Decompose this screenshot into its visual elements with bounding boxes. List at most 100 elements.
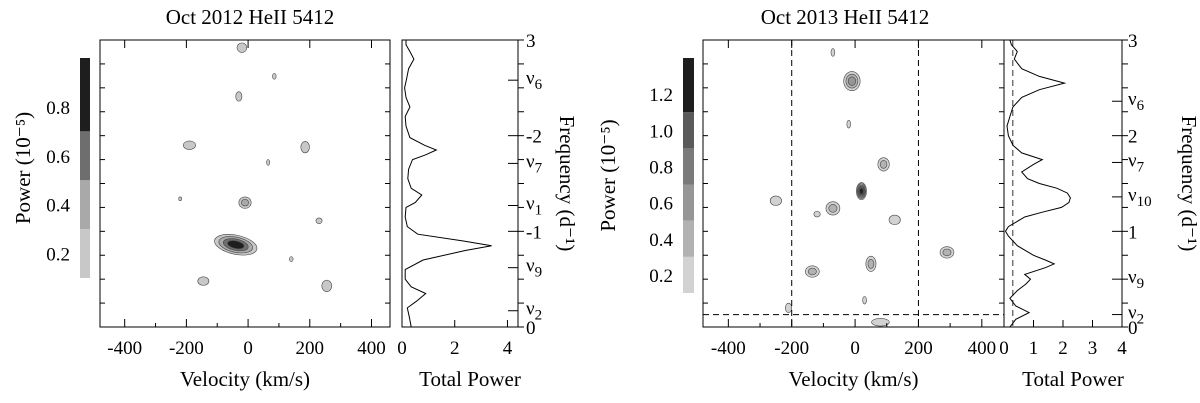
contour-peak — [859, 188, 864, 195]
contour-peak — [888, 214, 901, 225]
contour-peak — [300, 141, 310, 154]
contour-peak — [241, 198, 249, 207]
freq-tick-label: 1 — [1128, 222, 1138, 243]
contour-peak — [862, 296, 867, 305]
freq-tick-label: ν7 — [526, 151, 543, 176]
power-axis-label: Total Power — [1022, 367, 1124, 391]
colorbar-tick-label: 1.2 — [649, 85, 673, 106]
colorbar-level — [683, 148, 694, 185]
contour-peak — [272, 73, 277, 80]
power-tick-label: 0 — [397, 338, 407, 359]
freq-tick-label: ν7 — [1128, 150, 1145, 175]
colorbar-level — [683, 112, 694, 149]
freq-tick-label: 0 — [526, 318, 536, 339]
contour-peak — [813, 210, 821, 218]
contour-peak — [847, 76, 856, 86]
colorbar-level — [80, 229, 90, 278]
x-tick-label: 200 — [904, 338, 933, 359]
contour-peak — [315, 217, 323, 224]
colorbar-tick-label: 0.4 — [649, 230, 673, 251]
freq-tick-label: ν6 — [1128, 89, 1145, 114]
x-tick-label: -200 — [774, 338, 809, 359]
power-tick-label: 4 — [503, 338, 513, 359]
colorbar-tick-label: 0.8 — [649, 157, 673, 178]
frequency-axis-label: Frequency (d⁻¹) — [1177, 116, 1200, 252]
power-tick-label: 2 — [1058, 338, 1068, 359]
contour-peak — [867, 259, 875, 269]
x-tick-label: 200 — [296, 338, 325, 359]
freq-tick-label: ν10 — [1128, 185, 1152, 210]
freq-tick-label: 3 — [526, 31, 536, 52]
freq-tick-label: ν2 — [1128, 303, 1144, 328]
colorbar-level — [80, 131, 90, 181]
contour-peak — [807, 267, 817, 276]
contour-peak — [828, 204, 838, 213]
colorbar-tick-label: 0.2 — [46, 245, 70, 266]
contour-peak — [769, 195, 782, 206]
power-contours — [769, 29, 955, 327]
freq-tick-label: ν2 — [526, 299, 542, 324]
contour-peak — [942, 248, 952, 257]
colorbar-tick-label: 0.4 — [46, 196, 70, 217]
x-tick-label: -200 — [169, 338, 204, 359]
total-power-curve — [404, 40, 492, 328]
contour-peak — [871, 318, 890, 327]
freq-tick-label: 3 — [1128, 31, 1138, 52]
freq-tick-label: ν9 — [1128, 267, 1144, 292]
freq-tick-label: 0 — [1128, 318, 1138, 339]
contour-peak — [235, 91, 243, 102]
freq-tick-label: -1 — [526, 222, 542, 243]
x-tick-label: 0 — [850, 338, 860, 359]
power-frame — [401, 39, 519, 328]
colorbar-level — [80, 58, 90, 132]
colorbar-tick-label: 0.6 — [46, 147, 70, 168]
colorbar-level — [683, 58, 694, 113]
power-axis-label: Total Power — [419, 367, 521, 391]
colorbar-tick-label: 0.6 — [649, 194, 673, 215]
chart-title: Oct 2013 HeII 5412 — [761, 5, 930, 29]
colorbar-level — [683, 256, 694, 293]
x-tick-label: 400 — [357, 338, 386, 359]
power-tick-label: 2 — [450, 338, 460, 359]
chart-panel-1: Oct 2012 HeII 5412 0.2 0.4 0.6 0.8 Power (10⁻… — [11, 5, 579, 391]
power-contours — [178, 42, 332, 292]
contour-peak — [816, 29, 824, 39]
colorbar-tick-label: 0.8 — [46, 98, 70, 119]
chart-panel-2: Oct 2013 HeII 5412 0.2 0.4 0.6 0.8 1.0 1.2 Powe… — [596, 5, 1200, 391]
contour-peak — [178, 196, 183, 202]
colorbar-label: Power (10⁻⁵) — [596, 119, 620, 231]
power-tick-label: 0 — [999, 338, 1009, 359]
x-tick-label: 0 — [243, 338, 253, 359]
contour-peak — [236, 42, 248, 53]
power-tick-label: 4 — [1117, 338, 1127, 359]
total-power-curve — [1004, 39, 1071, 328]
x-tick-label: 400 — [968, 338, 997, 359]
contour-peak — [879, 160, 888, 169]
contour-peak — [785, 302, 793, 313]
map-frame — [99, 39, 391, 328]
freq-tick-label: ν6 — [526, 68, 543, 93]
contour-peak — [266, 159, 270, 166]
chart-title: Oct 2012 HeII 5412 — [166, 5, 335, 29]
colorbar-tick-label: 0.2 — [649, 266, 673, 287]
contour-peak — [321, 279, 332, 292]
colorbar-label: Power (10⁻⁵) — [11, 112, 35, 224]
colorbar-level — [80, 180, 90, 230]
colorbar-level — [683, 184, 694, 221]
x-axis-label: Velocity (km/s) — [180, 367, 310, 391]
x-axis-label: Velocity (km/s) — [788, 367, 918, 391]
power-tick-label: 3 — [1088, 338, 1098, 359]
freq-tick-label: ν1 — [526, 194, 542, 219]
power-tick-label: 1 — [1029, 338, 1039, 359]
contour-peak — [830, 48, 836, 57]
frequency-axis-label: Frequency (d⁻¹) — [555, 116, 579, 252]
colorbar-level — [683, 220, 694, 257]
colorbar-tick-label: 1.0 — [649, 121, 673, 142]
contour-peak — [197, 276, 210, 286]
x-tick-label: -400 — [107, 338, 142, 359]
contour-peak — [846, 120, 851, 129]
x-tick-label: -400 — [711, 338, 746, 359]
contour-peak — [289, 256, 294, 262]
contour-peak — [227, 240, 245, 250]
